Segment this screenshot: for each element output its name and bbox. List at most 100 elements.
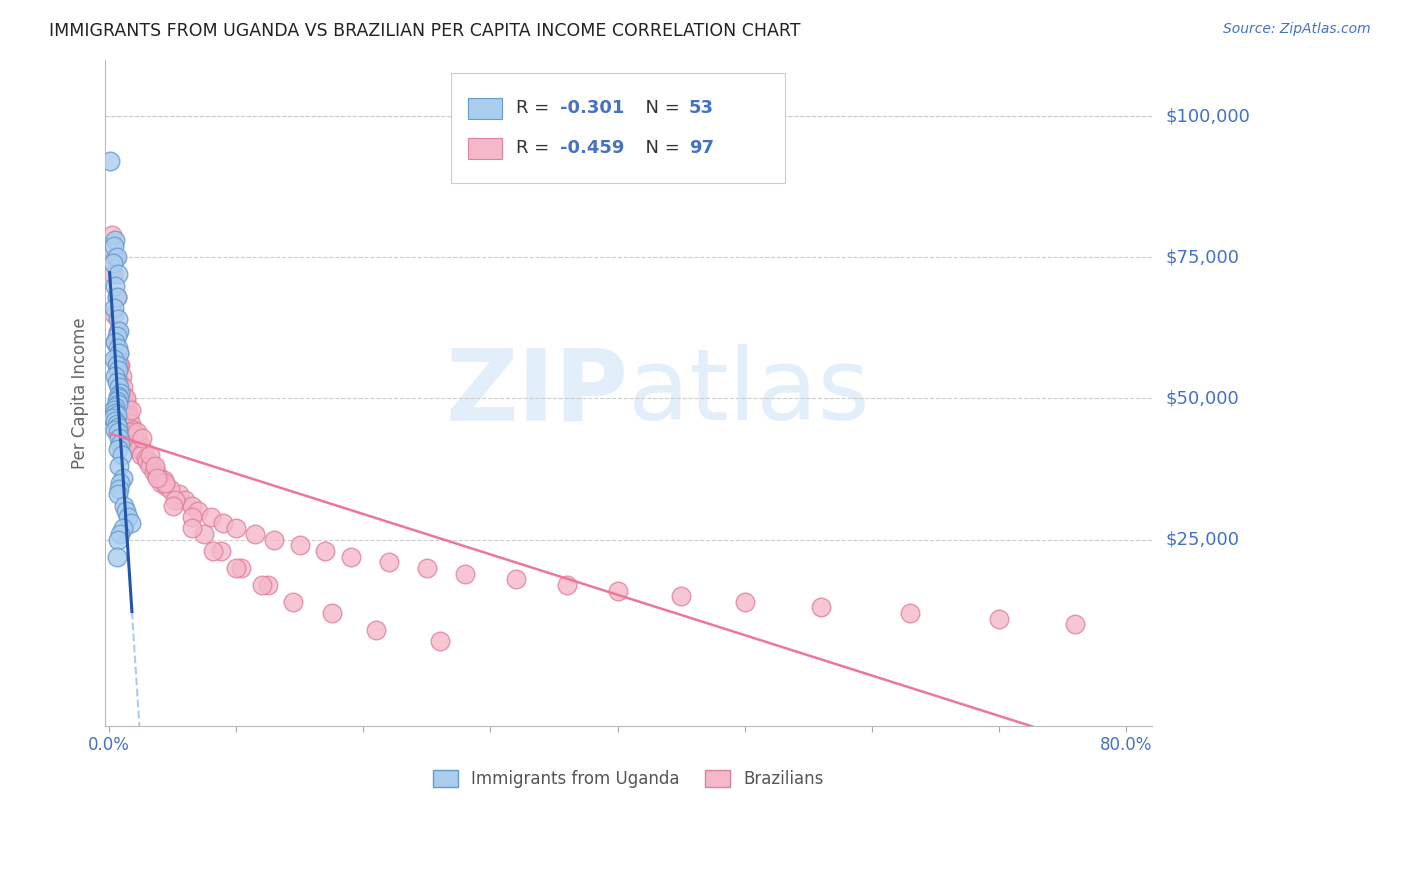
Text: IMMIGRANTS FROM UGANDA VS BRAZILIAN PER CAPITA INCOME CORRELATION CHART: IMMIGRANTS FROM UGANDA VS BRAZILIAN PER … bbox=[49, 22, 800, 40]
Point bbox=[165, 493, 187, 508]
Point bbox=[107, 442, 129, 457]
Point bbox=[132, 445, 155, 459]
Point bbox=[122, 423, 145, 437]
Point bbox=[250, 578, 273, 592]
Point bbox=[257, 578, 280, 592]
Point bbox=[105, 290, 128, 304]
Point bbox=[105, 549, 128, 564]
Point bbox=[416, 561, 439, 575]
Text: $50,000: $50,000 bbox=[1166, 390, 1239, 408]
Point bbox=[108, 380, 131, 394]
Point bbox=[120, 516, 142, 530]
FancyBboxPatch shape bbox=[468, 137, 502, 159]
Point bbox=[103, 307, 125, 321]
Point bbox=[155, 479, 177, 493]
Point bbox=[107, 425, 129, 440]
Point bbox=[263, 533, 285, 547]
Point bbox=[202, 544, 225, 558]
Point bbox=[107, 533, 129, 547]
Point bbox=[129, 440, 152, 454]
Point bbox=[103, 402, 125, 417]
Point bbox=[108, 346, 131, 360]
Point bbox=[107, 487, 129, 501]
Point bbox=[288, 538, 311, 552]
Point bbox=[105, 417, 128, 431]
Point bbox=[135, 450, 157, 465]
Point bbox=[129, 448, 152, 462]
Point bbox=[339, 549, 361, 564]
Point bbox=[101, 411, 124, 425]
Point bbox=[167, 487, 190, 501]
Point bbox=[111, 392, 134, 406]
Point bbox=[104, 278, 127, 293]
Point bbox=[162, 499, 184, 513]
Point bbox=[200, 510, 222, 524]
Point bbox=[111, 470, 134, 484]
Point bbox=[139, 457, 162, 471]
Point bbox=[212, 516, 235, 530]
Point bbox=[108, 459, 131, 474]
Point bbox=[283, 595, 305, 609]
Point bbox=[107, 363, 129, 377]
Point bbox=[152, 474, 174, 488]
Point bbox=[112, 499, 135, 513]
Point bbox=[98, 154, 121, 169]
Text: ZIP: ZIP bbox=[446, 344, 628, 442]
Point bbox=[111, 521, 134, 535]
Point bbox=[108, 358, 131, 372]
Point bbox=[111, 380, 134, 394]
Point bbox=[110, 385, 132, 400]
Point bbox=[149, 470, 172, 484]
Text: Source: ZipAtlas.com: Source: ZipAtlas.com bbox=[1223, 22, 1371, 37]
Point bbox=[131, 431, 153, 445]
Text: N =: N = bbox=[634, 139, 685, 157]
Point bbox=[898, 606, 921, 620]
Point bbox=[143, 462, 166, 476]
Point bbox=[105, 290, 128, 304]
Point bbox=[100, 227, 122, 242]
Point bbox=[108, 346, 131, 360]
Point bbox=[103, 351, 125, 366]
Text: R =: R = bbox=[516, 99, 555, 117]
Point bbox=[125, 436, 148, 450]
Point bbox=[108, 482, 131, 496]
Point bbox=[146, 470, 169, 484]
Point bbox=[321, 606, 343, 620]
Point bbox=[159, 482, 181, 496]
Point bbox=[114, 394, 136, 409]
Point bbox=[138, 448, 160, 462]
Point bbox=[125, 428, 148, 442]
Text: $75,000: $75,000 bbox=[1166, 248, 1240, 267]
Point bbox=[107, 267, 129, 281]
Text: 53: 53 bbox=[689, 99, 714, 117]
Point bbox=[245, 527, 267, 541]
Point bbox=[180, 510, 202, 524]
Point bbox=[117, 419, 139, 434]
Point bbox=[125, 425, 148, 440]
Point bbox=[104, 406, 127, 420]
Text: N =: N = bbox=[634, 99, 685, 117]
Point bbox=[104, 400, 127, 414]
Point bbox=[209, 544, 232, 558]
Point bbox=[103, 301, 125, 315]
Point bbox=[107, 312, 129, 326]
Point bbox=[120, 425, 142, 440]
Point bbox=[101, 267, 124, 281]
Point bbox=[180, 499, 202, 513]
Text: 97: 97 bbox=[689, 139, 714, 157]
Point bbox=[105, 351, 128, 366]
Point bbox=[669, 589, 692, 603]
Point bbox=[142, 465, 165, 479]
Point bbox=[104, 233, 127, 247]
Point bbox=[114, 409, 136, 423]
Point bbox=[110, 358, 132, 372]
Point bbox=[107, 324, 129, 338]
Point bbox=[734, 595, 756, 609]
Point bbox=[136, 453, 159, 467]
Point bbox=[127, 442, 149, 457]
Point bbox=[138, 459, 160, 474]
Point bbox=[110, 436, 132, 450]
Point bbox=[314, 544, 336, 558]
FancyBboxPatch shape bbox=[450, 73, 786, 183]
Point bbox=[505, 572, 527, 586]
